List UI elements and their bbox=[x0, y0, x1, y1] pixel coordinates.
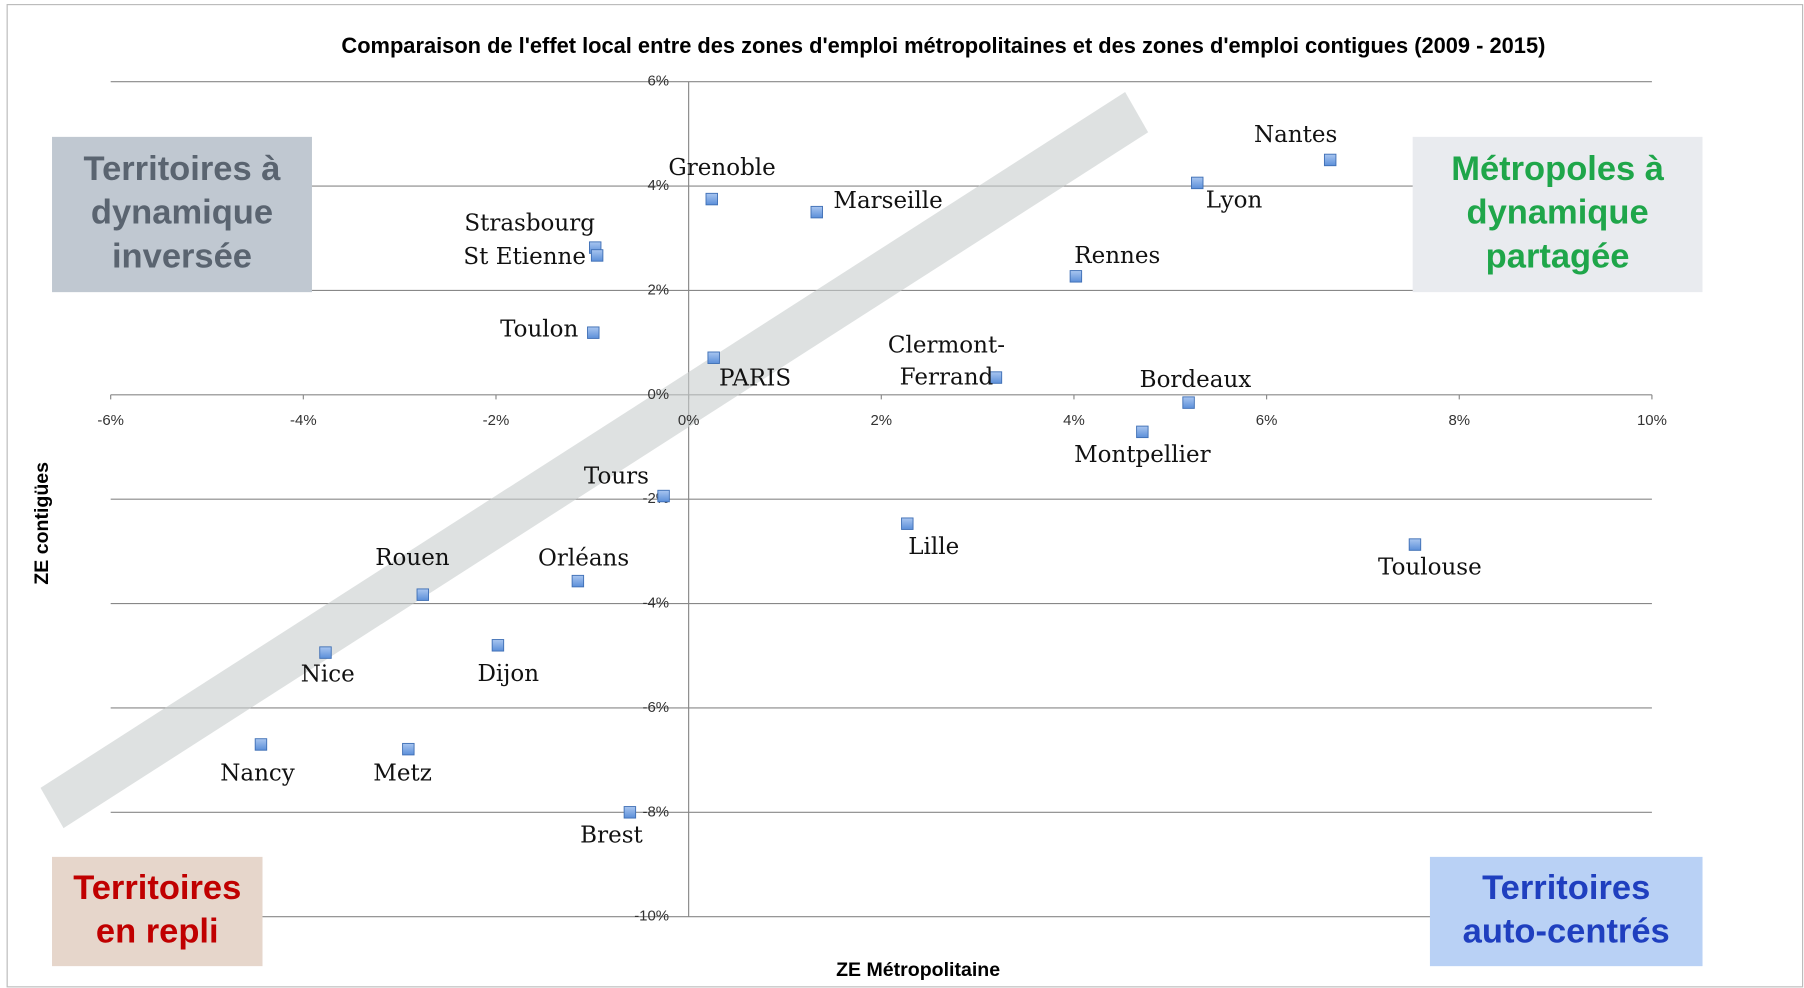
point-label: Nancy bbox=[220, 760, 295, 786]
point bbox=[416, 588, 429, 601]
point bbox=[623, 806, 637, 819]
point-label: PARIS bbox=[719, 366, 791, 392]
y-tick-label: 6% bbox=[647, 73, 669, 90]
point-label: Nice bbox=[301, 662, 355, 688]
quadrant-label: Territoires à bbox=[84, 150, 282, 188]
point-label: Strasbourg bbox=[464, 211, 595, 237]
point-label: St Etienne bbox=[463, 244, 586, 270]
x-tick-label: 2% bbox=[871, 412, 893, 429]
quadrant-label: dynamique bbox=[1467, 194, 1649, 232]
x-tick-label: -6% bbox=[97, 412, 124, 429]
quadrant-label: inversée bbox=[112, 237, 252, 275]
quadrant-label: Territoires bbox=[73, 869, 241, 907]
point-label: Grenoble bbox=[668, 155, 775, 181]
point-label: Nantes bbox=[1254, 122, 1337, 148]
point bbox=[707, 351, 720, 364]
y-tick-label: 4% bbox=[647, 177, 669, 194]
diagonal-band bbox=[40, 92, 1149, 829]
x-tick-label: 0% bbox=[678, 412, 700, 429]
point-label: Rennes bbox=[1074, 243, 1160, 269]
point-label: Dijon bbox=[477, 661, 539, 687]
quadrant-label: Métropoles à bbox=[1451, 150, 1665, 188]
point-label: Toulouse bbox=[1378, 555, 1482, 581]
point bbox=[254, 738, 268, 751]
y-tick-label: 0% bbox=[647, 386, 669, 403]
point bbox=[1408, 538, 1422, 551]
quadrant-box bbox=[52, 136, 312, 293]
quadrant-box bbox=[1429, 856, 1703, 967]
x-tick-label: 6% bbox=[1256, 412, 1278, 429]
label-line: Ferrand bbox=[900, 365, 994, 391]
y-tick-label: -4% bbox=[643, 595, 670, 612]
y-tick-label: -10% bbox=[634, 908, 669, 925]
point bbox=[1182, 396, 1195, 409]
quadrant-box bbox=[1412, 136, 1703, 293]
y-tick-label: 2% bbox=[647, 281, 669, 298]
point bbox=[657, 489, 670, 503]
point bbox=[901, 517, 914, 530]
point-label: Lyon bbox=[1206, 187, 1263, 213]
y-axis-title: ZE contigües bbox=[31, 462, 53, 585]
point-label: Clermont- Ferrand bbox=[888, 333, 1005, 391]
x-tick-label: -2% bbox=[483, 412, 510, 429]
point bbox=[1069, 270, 1083, 283]
quadrant-box bbox=[52, 856, 263, 967]
x-tick-label: 8% bbox=[1448, 412, 1470, 429]
point bbox=[810, 205, 823, 219]
point bbox=[587, 326, 600, 339]
point bbox=[1136, 425, 1149, 439]
quadrant-label: auto-centrés bbox=[1463, 912, 1670, 950]
point-label: Bordeaux bbox=[1140, 367, 1252, 393]
point bbox=[571, 574, 585, 588]
point bbox=[402, 742, 415, 756]
y-tick-label: -8% bbox=[643, 803, 670, 820]
grid bbox=[110, 81, 1653, 918]
x-tick-label: 4% bbox=[1063, 412, 1085, 429]
x-tick-label: 10% bbox=[1637, 412, 1667, 429]
quadrant-label: partagée bbox=[1486, 237, 1630, 275]
quadrant-label: dynamique bbox=[91, 194, 273, 232]
plot: -10%-8%-6%-4%-2%0%2%4%6%-6% -4% -2% 0% 2% 4% 6… bbox=[52, 73, 1703, 967]
point bbox=[1191, 176, 1204, 190]
point-label: Tours bbox=[584, 464, 649, 490]
point bbox=[491, 639, 505, 652]
point-label: Marseille bbox=[833, 188, 942, 214]
point-label: Metz bbox=[373, 760, 432, 786]
point-label: Toulon bbox=[500, 316, 578, 342]
point bbox=[319, 646, 332, 659]
x-tick-label: -4% bbox=[290, 412, 317, 429]
point bbox=[705, 192, 718, 206]
x-axis-title: ZE Métropolitaine bbox=[836, 959, 1000, 981]
chart-title: Comparaison de l'effet local entre des z… bbox=[341, 33, 1545, 58]
quadrant-label: en repli bbox=[96, 912, 219, 950]
point bbox=[590, 249, 604, 262]
point bbox=[1323, 153, 1337, 167]
point bbox=[989, 371, 1003, 384]
label-line: Clermont- bbox=[888, 333, 1005, 359]
y-tick-label: -6% bbox=[643, 699, 670, 716]
quadrant-label: Territoires bbox=[1482, 869, 1650, 907]
point-label: Montpellier bbox=[1074, 442, 1210, 468]
point-label: Brest bbox=[580, 822, 643, 848]
point-label: Lille bbox=[908, 534, 959, 560]
point-label: Orléans bbox=[538, 545, 629, 571]
point-label: Rouen bbox=[375, 545, 450, 571]
